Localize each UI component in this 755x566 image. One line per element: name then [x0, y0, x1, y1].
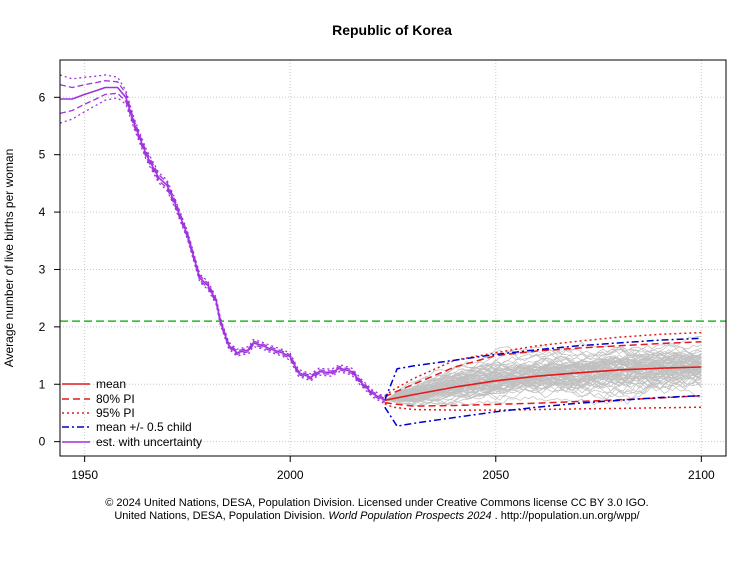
y-tick-label: 1 [39, 377, 46, 391]
trajectories [384, 336, 702, 407]
footer-license: © 2024 United Nations, DESA, Population … [105, 497, 649, 509]
trajectory-line [384, 357, 702, 401]
svg-text:est. with uncertainty: est. with uncertainty [96, 435, 202, 449]
legend: mean 80% PI 95% PI mean +/- 0.5 child es… [62, 377, 202, 449]
svg-text:80% PI: 80% PI [96, 392, 135, 406]
trajectory-line [384, 361, 702, 401]
legend-item-95pi: 95% PI [62, 406, 135, 420]
footer-citation: United Nations, DESA, Population Divisio… [114, 510, 640, 522]
half-child-upper-line [384, 337, 702, 401]
x-tick-label: 1950 [71, 468, 98, 482]
x-tick-label: 2000 [277, 468, 304, 482]
est-pi80-upper-line [59, 80, 386, 400]
plot-frame [59, 59, 727, 457]
pi95-lower-line [384, 403, 702, 411]
est-pi95-lower-line [59, 97, 386, 405]
estimate-line [60, 86, 386, 401]
mean-line [384, 366, 702, 402]
trajectory-line [384, 363, 702, 401]
series [59, 74, 702, 427]
half-child-lower-line [384, 394, 702, 427]
grid [60, 60, 726, 456]
legend-item-80pi: 80% PI [62, 392, 135, 406]
y-tick-label: 4 [39, 205, 46, 219]
trajectory-line [384, 358, 702, 401]
x-tick-label: 2050 [482, 468, 509, 482]
legend-item-half-child: mean +/- 0.5 child [62, 420, 192, 434]
y-tick-label: 2 [39, 320, 46, 334]
svg-text:mean: mean [96, 377, 126, 391]
chart-title: Republic of Korea [332, 22, 452, 38]
est-pi95-upper-line [59, 74, 386, 398]
y-axis-label: Average number of live births per woman [2, 149, 16, 368]
legend-item-estimates: est. with uncertainty [62, 435, 202, 449]
trajectory-line [384, 346, 702, 401]
svg-text:mean +/- 0.5 child: mean +/- 0.5 child [96, 420, 192, 434]
y-tick-label: 3 [39, 262, 46, 276]
axes: 1950 2000 2050 2100 0 1 2 3 4 5 6 [39, 90, 715, 482]
trajectory-line [384, 355, 702, 405]
trajectory-line [384, 355, 702, 401]
pi95-upper-line [384, 331, 702, 397]
trajectory-line [384, 369, 702, 401]
y-tick-label: 6 [39, 90, 46, 104]
x-tick-label: 2100 [688, 468, 715, 482]
trajectory-line [384, 365, 702, 405]
y-tick-label: 0 [39, 435, 46, 449]
trajectory-line [384, 372, 702, 402]
trajectory-line [384, 376, 702, 407]
svg-text:95% PI: 95% PI [96, 406, 135, 420]
est-pi80-lower-line [59, 92, 386, 403]
legend-item-mean: mean [62, 377, 126, 391]
trajectory-line [384, 361, 702, 401]
y-tick-label: 5 [39, 148, 46, 162]
